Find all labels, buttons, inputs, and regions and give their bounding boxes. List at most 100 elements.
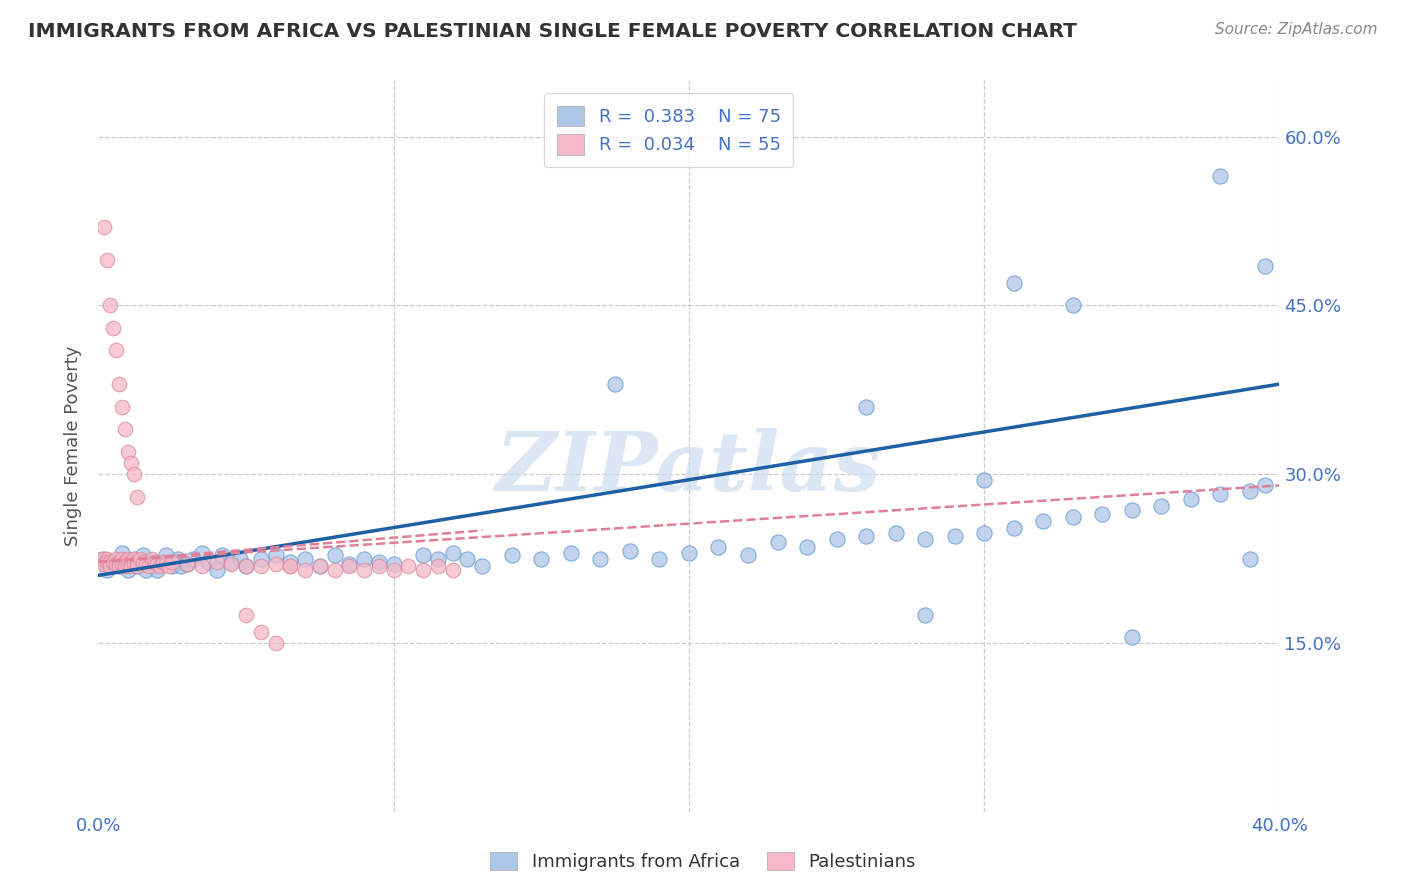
- Point: [176, 557, 198, 571]
- Point: [294, 563, 316, 577]
- Point: [114, 555, 136, 569]
- Point: [589, 551, 612, 566]
- Point: [280, 559, 302, 574]
- Text: IMMIGRANTS FROM AFRICA VS PALESTINIAN SINGLE FEMALE POVERTY CORRELATION CHART: IMMIGRANTS FROM AFRICA VS PALESTINIAN SI…: [28, 22, 1077, 41]
- Point: [141, 555, 163, 569]
- Point: [162, 555, 183, 569]
- Point: [125, 559, 148, 574]
- Point: [191, 559, 214, 574]
- Point: [93, 551, 115, 566]
- Point: [339, 557, 361, 571]
- Point: [678, 546, 700, 560]
- Point: [943, 529, 966, 543]
- Point: [149, 559, 172, 574]
- Point: [1180, 491, 1202, 506]
- Point: [441, 546, 464, 560]
- Point: [914, 533, 936, 547]
- Point: [111, 557, 134, 571]
- Point: [339, 559, 361, 574]
- Point: [973, 525, 995, 540]
- Point: [122, 551, 145, 566]
- Point: [1091, 507, 1114, 521]
- Point: [108, 559, 131, 574]
- Point: [855, 529, 877, 543]
- Point: [1209, 169, 1232, 183]
- Point: [96, 551, 118, 566]
- Point: [125, 559, 148, 574]
- Point: [796, 541, 818, 555]
- Point: [155, 557, 177, 571]
- Point: [205, 563, 228, 577]
- Point: [135, 563, 157, 577]
- Point: [120, 456, 142, 470]
- Point: [250, 624, 273, 639]
- Point: [138, 559, 160, 574]
- Point: [141, 551, 163, 566]
- Point: [117, 551, 139, 566]
- Point: [766, 534, 789, 549]
- Point: [427, 559, 450, 574]
- Point: [155, 548, 177, 562]
- Point: [165, 555, 187, 569]
- Point: [825, 533, 848, 547]
- Point: [280, 555, 302, 569]
- Point: [157, 559, 180, 574]
- Point: [264, 548, 287, 562]
- Point: [191, 546, 214, 560]
- Point: [1062, 509, 1084, 524]
- Point: [111, 546, 134, 560]
- Point: [1209, 487, 1232, 501]
- Point: [167, 551, 190, 566]
- Point: [648, 551, 671, 566]
- Point: [125, 490, 148, 504]
- Point: [221, 555, 243, 569]
- Point: [398, 559, 420, 574]
- Point: [1032, 515, 1054, 529]
- Legend: Immigrants from Africa, Palestinians: Immigrants from Africa, Palestinians: [482, 845, 924, 879]
- Point: [323, 548, 346, 562]
- Point: [117, 557, 139, 571]
- Point: [501, 548, 523, 562]
- Point: [368, 559, 391, 574]
- Point: [884, 525, 907, 540]
- Point: [382, 557, 405, 571]
- Point: [323, 563, 346, 577]
- Point: [122, 467, 145, 482]
- Point: [90, 551, 112, 566]
- Point: [98, 555, 121, 569]
- Point: [368, 555, 391, 569]
- Point: [309, 559, 332, 574]
- Point: [122, 551, 145, 566]
- Point: [427, 551, 450, 566]
- Point: [152, 555, 174, 569]
- Point: [205, 555, 228, 569]
- Point: [117, 563, 139, 577]
- Point: [96, 555, 118, 569]
- Point: [471, 559, 494, 574]
- Point: [353, 563, 375, 577]
- Point: [211, 548, 233, 562]
- Point: [1062, 298, 1084, 312]
- Point: [120, 555, 142, 569]
- Point: [973, 473, 995, 487]
- Text: Source: ZipAtlas.com: Source: ZipAtlas.com: [1215, 22, 1378, 37]
- Point: [96, 253, 118, 268]
- Point: [108, 555, 131, 569]
- Point: [221, 557, 243, 571]
- Point: [441, 563, 464, 577]
- Point: [1239, 483, 1261, 498]
- Point: [1254, 478, 1277, 492]
- Point: [135, 557, 157, 571]
- Point: [181, 551, 204, 566]
- Point: [146, 557, 169, 571]
- Point: [1150, 499, 1173, 513]
- Point: [114, 555, 136, 569]
- Point: [176, 557, 198, 571]
- Point: [737, 548, 759, 562]
- Point: [264, 557, 287, 571]
- Point: [250, 559, 273, 574]
- Point: [1002, 521, 1025, 535]
- Point: [93, 557, 115, 571]
- Point: [170, 559, 193, 574]
- Point: [108, 377, 131, 392]
